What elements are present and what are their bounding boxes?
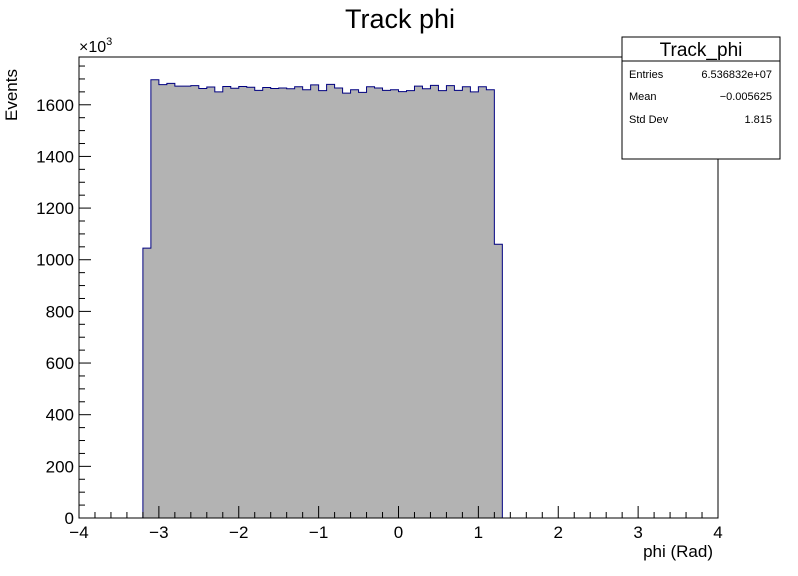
y-tick-label: 400 <box>46 406 74 425</box>
y-tick-label: 200 <box>46 457 74 476</box>
x-tick-label: −1 <box>309 523 328 542</box>
x-tick-label: 0 <box>394 523 403 542</box>
stats-mean-value: −0.005625 <box>720 91 772 103</box>
stats-stddev-label: Std Dev <box>629 114 669 126</box>
chart-title: Track phi <box>345 4 455 34</box>
stats-mean-label: Mean <box>629 91 657 103</box>
y-tick-label: 800 <box>46 302 74 321</box>
stats-stddev-value: 1.815 <box>744 114 772 126</box>
y-axis-label: Events <box>2 69 21 121</box>
y-tick-label: 1600 <box>36 96 74 115</box>
y-multiplier-exponent: 3 <box>106 36 112 48</box>
y-tick-label: 1000 <box>36 251 74 270</box>
x-tick-label: −3 <box>149 523 168 542</box>
y-tick-label: 600 <box>46 354 74 373</box>
x-tick-label: −4 <box>69 523 88 542</box>
stats-box-title: Track_phi <box>660 40 743 61</box>
stats-entries-label: Entries <box>629 69 664 81</box>
y-multiplier: ×103 <box>79 36 112 56</box>
histogram-outline <box>142 79 503 518</box>
x-tick-label: 4 <box>713 523 722 542</box>
y-tick-label: 1200 <box>36 199 74 218</box>
stats-entries-value: 6.536832e+07 <box>701 69 772 81</box>
x-tick-label: 1 <box>474 523 483 542</box>
y-tick-label: 0 <box>65 509 74 528</box>
y-multiplier-base: ×10 <box>79 39 106 56</box>
y-tick-label: 1400 <box>36 147 74 166</box>
x-tick-label: 2 <box>554 523 563 542</box>
x-tick-label: −2 <box>229 523 248 542</box>
x-tick-label: 3 <box>633 523 642 542</box>
x-axis-label: phi (Rad) <box>643 542 713 561</box>
x-axis: −4 −3 −2 −1 0 1 2 3 4 <box>69 506 723 542</box>
histogram-fill <box>142 79 503 518</box>
y-axis: 0 200 400 600 800 1000 1200 1400 1600 <box>36 65 91 528</box>
stats-box: Track_phi Entries 6.536832e+07 Mean −0.0… <box>621 36 781 160</box>
